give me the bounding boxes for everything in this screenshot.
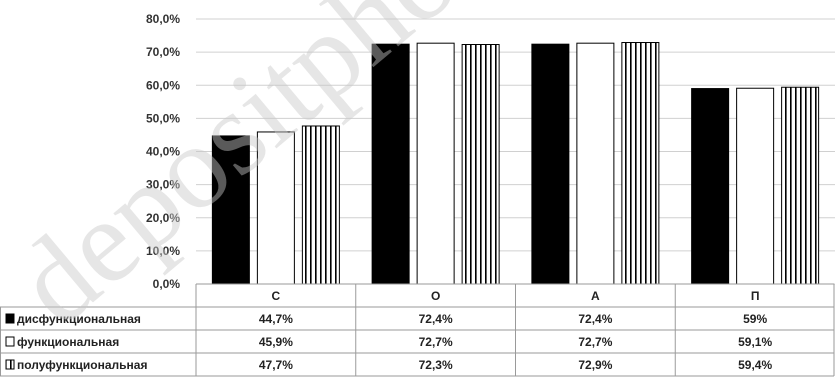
- legend-entry: дисфункциональная: [17, 312, 141, 326]
- bar: [781, 86, 820, 285]
- legend-key: [5, 336, 15, 347]
- data-label: 59%: [743, 312, 767, 326]
- data-label: 59,4%: [738, 358, 772, 372]
- bar: [371, 43, 410, 285]
- bar: [301, 125, 340, 285]
- category-label: О: [431, 289, 440, 303]
- bar: [416, 42, 455, 285]
- y-tick-label: 10,0%: [146, 244, 180, 258]
- data-label: 45,9%: [259, 335, 293, 349]
- y-axis-ticks: 0,0% 10,0% 20,0% 30,0% 40,0% 50,0% 60,0% 70,0% 8…: [146, 12, 180, 291]
- category-label: П: [751, 289, 760, 303]
- y-tick-label: 80,0%: [146, 12, 180, 26]
- data-label: 72,4%: [419, 312, 453, 326]
- category-label: С: [272, 289, 281, 303]
- data-label: 72,3%: [419, 358, 453, 372]
- data-label: 72,4%: [578, 312, 612, 326]
- bar: [691, 88, 730, 285]
- category-label: А: [591, 289, 600, 303]
- bar: [621, 42, 660, 285]
- legend-key: [5, 313, 15, 324]
- y-tick-label: 0,0%: [153, 277, 181, 291]
- y-tick-label: 40,0%: [146, 145, 180, 159]
- bar: [461, 44, 500, 285]
- data-label: 44,7%: [259, 312, 293, 326]
- data-label: 59,1%: [738, 335, 772, 349]
- bar: [736, 87, 775, 285]
- bar: [256, 131, 295, 285]
- bar: [211, 135, 250, 285]
- y-tick-label: 60,0%: [146, 78, 180, 92]
- bar: [531, 43, 570, 285]
- y-tick-label: 30,0%: [146, 178, 180, 192]
- legend-entry: полуфункциональная: [17, 358, 147, 372]
- legend-entry: функциональная: [17, 335, 119, 349]
- data-label: 47,7%: [259, 358, 293, 372]
- data-label: 72,7%: [578, 335, 612, 349]
- legend-key: [5, 359, 15, 370]
- bar: [576, 42, 615, 285]
- data-label: 72,9%: [578, 358, 612, 372]
- y-tick-label: 20,0%: [146, 211, 180, 225]
- bars: [211, 42, 820, 285]
- data-label: 72,7%: [419, 335, 453, 349]
- y-tick-label: 50,0%: [146, 111, 180, 125]
- y-tick-label: 70,0%: [146, 45, 180, 59]
